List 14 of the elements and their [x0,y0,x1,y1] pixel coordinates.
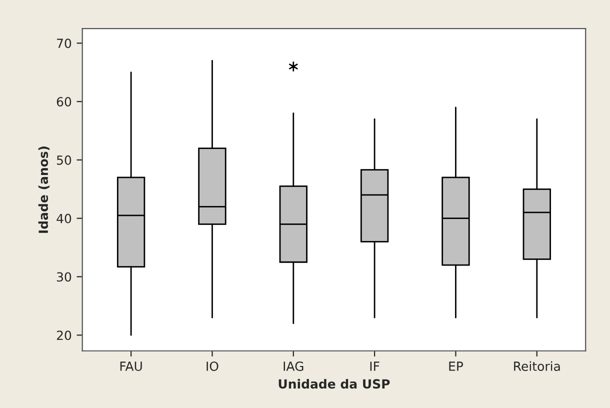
x-tick-label: FAU [120,362,142,371]
y-tick-label: 60 [56,97,72,106]
x-tick-label: Reitoria [514,361,560,371]
y-tick-label: 50 [56,155,72,165]
x-tick-label: IO [206,362,218,371]
y-tick-label: 20 [56,330,72,340]
x-tick-label: IF [370,362,380,371]
y-tick-label: 40 [56,214,72,224]
y-axis-title: Idade (anos) [38,146,50,233]
x-tick-label: IAG [284,362,304,371]
x-tick-label: EP [449,362,464,371]
y-tick-label: 70 [57,38,72,48]
y-tick-label: 30 [56,272,72,282]
x-axis-title: Unidade da USP [278,378,390,389]
